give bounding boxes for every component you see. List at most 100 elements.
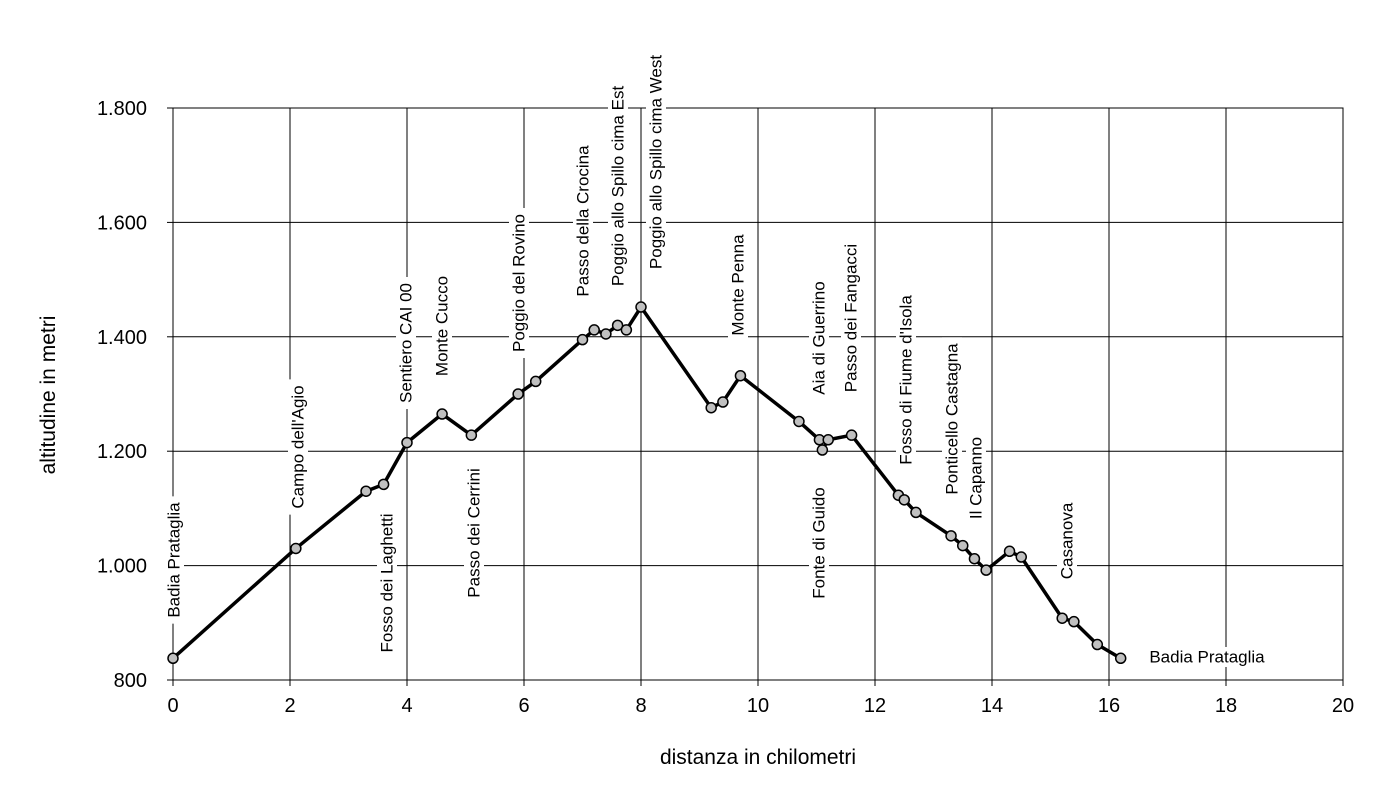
x-tick-label: 4	[401, 695, 412, 717]
annotation-label: Il Capanno	[966, 430, 986, 526]
annotation-label: Badia Prataglia	[1143, 647, 1271, 667]
annotation-label: Passo dei Fangacci	[841, 237, 861, 399]
x-tick-label: 18	[1215, 695, 1237, 717]
annotation-label-text: Fosso dei Laghetti	[378, 514, 397, 653]
data-point	[611, 319, 624, 332]
annotation-label: Passo dei Cerrini	[464, 462, 484, 604]
x-tick-label: 0	[167, 695, 178, 717]
data-point	[1114, 652, 1127, 665]
annotation-label-text: Monte Penna	[729, 234, 748, 336]
data-point	[793, 415, 805, 428]
annotation-label-background	[164, 496, 184, 624]
x-tick-label: 2	[284, 695, 295, 717]
annotation-label: Fonte di Guido	[809, 481, 829, 605]
annotation-label-background	[608, 79, 628, 293]
annotation-label-text: Il Capanno	[967, 437, 986, 519]
annotation-label-text: Fosso di Fiume d'Isola	[897, 295, 916, 465]
annotation-label: Passo della Crocina	[573, 139, 593, 303]
data-point	[1091, 638, 1104, 651]
y-tick-label: 1.000	[97, 556, 147, 578]
annotation-label-background	[432, 269, 452, 383]
data-point	[1068, 615, 1080, 628]
data-point	[635, 301, 647, 313]
data-point	[600, 328, 612, 340]
data-point	[968, 552, 981, 565]
y-tick-label: 1.800	[97, 98, 147, 120]
data-point	[512, 388, 524, 400]
data-point	[980, 564, 992, 576]
data-point	[734, 369, 747, 382]
annotation-label-background	[809, 481, 829, 605]
annotation-label-background	[728, 228, 748, 342]
annotation-label-text: Passo dei Cerrini	[465, 468, 484, 597]
annotation-label-background	[464, 462, 484, 604]
annotation-label-text: Campo dell'Agio	[289, 385, 308, 508]
x-tick-label: 20	[1332, 695, 1354, 717]
data-point	[588, 324, 600, 336]
annotation-label-text: Badia Prataglia	[165, 502, 184, 618]
annotation-label-text: Ponticello Castagna	[943, 343, 962, 495]
data-point	[529, 375, 542, 388]
annotation-label-background	[396, 276, 416, 410]
annotation-label-background	[841, 237, 861, 399]
annotations: Badia Prataglia Campo dell'Agio Fosso dei …	[164, 48, 1271, 667]
annotation-label: Aia di Guerrino	[809, 275, 829, 401]
x-tick-label: 16	[1098, 695, 1120, 717]
x-tick-label: 12	[864, 695, 886, 717]
annotation-label: Casanova	[1057, 496, 1077, 586]
annotation-label-background	[1143, 647, 1271, 667]
y-tick-label: 1.200	[97, 441, 147, 463]
annotation-label-background	[896, 289, 916, 471]
grid	[172, 107, 1344, 681]
data-point	[1003, 545, 1016, 558]
annotation-label: Badia Prataglia	[164, 496, 184, 624]
data-point	[360, 485, 372, 497]
data-point	[717, 396, 729, 408]
x-axis-title: distanza in chilometri	[660, 746, 856, 769]
data-point	[1056, 612, 1068, 624]
annotation-label: Campo dell'Agio	[288, 379, 308, 515]
x-tick-label: 10	[747, 695, 769, 717]
annotation-label: Fosso di Fiume d'Isola	[896, 289, 916, 471]
annotation-label-background	[1057, 496, 1077, 586]
annotation-label-background	[646, 48, 666, 276]
annotation-label-text: Fonte di Guido	[810, 487, 829, 599]
data-point	[1015, 551, 1027, 563]
annotation-label-text: Passo dei Fangacci	[842, 244, 861, 392]
annotation-label-text: Poggio allo Spillo cima Est	[609, 86, 628, 287]
annotation-label: Sentiero CAI 00	[396, 276, 416, 410]
annotation-label-background	[288, 379, 308, 515]
annotation-label-background	[573, 139, 593, 303]
annotation-label-text: Poggio del Rovino	[510, 214, 529, 352]
y-axis-ticks: 800 1.000 1.200 1.400 1.600 1.800	[97, 98, 173, 692]
data-point	[705, 401, 717, 414]
annotation-label-text: Casanova	[1058, 502, 1077, 579]
annotation-label: Poggio del Rovino	[509, 208, 529, 358]
annotation-label-text: Monte Cucco	[433, 276, 452, 376]
data-point	[576, 333, 589, 346]
annotation-label: Poggio allo Spillo cima West	[646, 48, 666, 276]
data-point	[845, 429, 858, 441]
annotation-label: Monte Cucco	[432, 269, 452, 383]
annotation-label-text: Aia di Guerrino	[810, 281, 829, 394]
annotation-label-text: Poggio allo Spillo cima West	[647, 55, 666, 269]
series	[167, 301, 1127, 665]
data-point	[898, 494, 910, 506]
data-point	[290, 542, 302, 555]
annotation-label-text: Passo della Crocina	[574, 145, 593, 297]
x-tick-label: 14	[981, 695, 1003, 717]
y-axis-title: altitudine in metri	[37, 316, 60, 475]
data-point	[822, 434, 834, 446]
annotation-label: Monte Penna	[728, 228, 748, 342]
y-tick-label: 800	[114, 670, 147, 692]
data-point	[436, 408, 448, 420]
annotation-label-background	[809, 275, 829, 401]
annotation-label: Fosso dei Laghetti	[377, 507, 397, 659]
y-tick-label: 1.400	[97, 327, 147, 349]
data-point	[377, 478, 390, 491]
data-point	[957, 539, 969, 552]
x-tick-label: 8	[635, 695, 646, 717]
x-axis-ticks: 0 2 4 6 8 10 12 14 16 18 20	[167, 680, 1354, 717]
annotation-label-background	[377, 507, 397, 659]
